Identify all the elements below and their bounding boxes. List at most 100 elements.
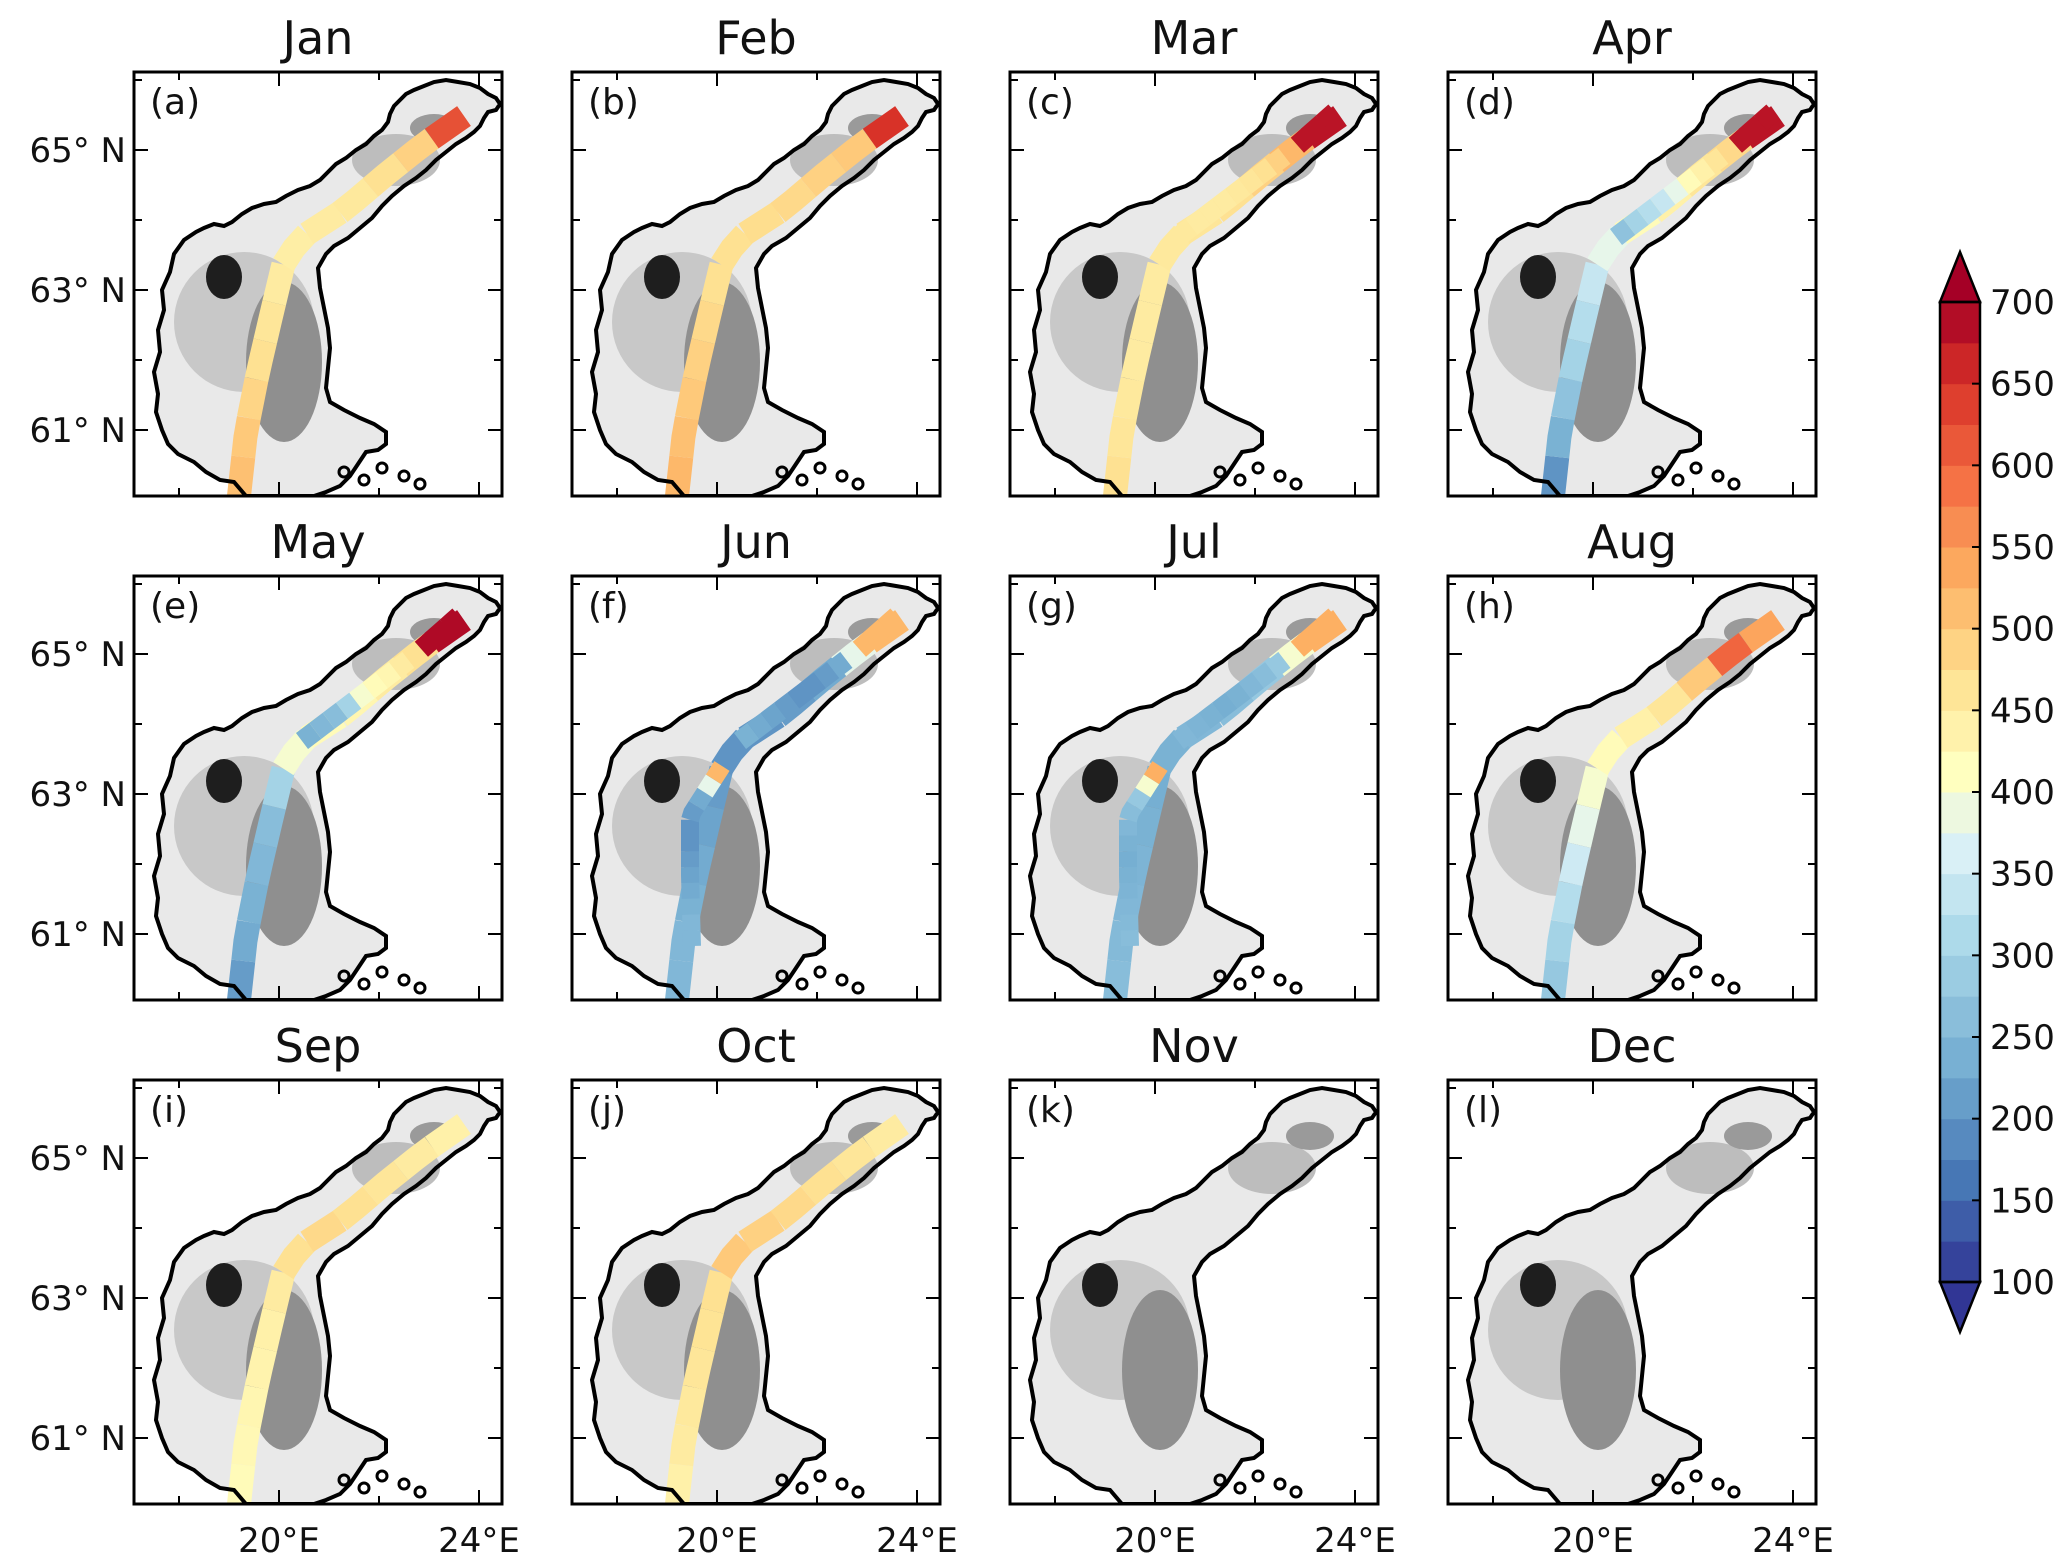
track-segment — [1551, 377, 1583, 421]
island — [1711, 1477, 1725, 1491]
island — [1273, 1477, 1287, 1491]
colorbar-tick-label: 400 — [1990, 773, 2055, 813]
colorbar-band — [1940, 465, 1980, 507]
track-segment — [262, 1269, 296, 1314]
colorbar-tick-label: 450 — [1990, 691, 2055, 731]
bathymetry-north — [1228, 1142, 1316, 1194]
track-segment — [231, 919, 261, 963]
track-segment — [1238, 168, 1265, 195]
track-segment — [402, 641, 428, 668]
panel-frame — [1008, 574, 1380, 1002]
colorbar-tick-label: 550 — [1990, 528, 2055, 568]
island — [1689, 1469, 1703, 1483]
track-segment — [1126, 787, 1151, 811]
track-segment — [1636, 198, 1663, 225]
panel-title: Sep — [275, 1019, 362, 1073]
bathymetry-deepest — [644, 759, 680, 803]
track-segment — [711, 729, 754, 776]
track-segment — [770, 1186, 817, 1230]
colorbar-band — [1940, 832, 1980, 875]
island — [1213, 1473, 1227, 1487]
track-segment — [1614, 706, 1661, 748]
y-tick-label: 61° N — [29, 1419, 126, 1459]
track-segment — [1567, 300, 1600, 344]
colorbar-band — [1940, 751, 1980, 793]
track-segment — [827, 651, 853, 678]
track-segment — [1728, 126, 1755, 153]
island — [1233, 1481, 1247, 1495]
bathymetry-deepest — [1520, 759, 1556, 803]
track-segment — [231, 415, 261, 459]
track-segment — [332, 178, 379, 222]
track-segment — [711, 225, 754, 272]
track-segment — [1663, 178, 1689, 205]
panel-title: Jan — [280, 11, 354, 65]
map-panel-jul: Jul (g) — [1008, 515, 1380, 1002]
map-panel-apr: Apr (d) — [1446, 11, 1818, 498]
track-segment — [691, 1308, 724, 1352]
track-segment — [1135, 774, 1160, 798]
island — [1289, 981, 1303, 995]
track-segment — [1211, 188, 1238, 215]
bathymetry-north-deep — [1724, 1122, 1772, 1150]
track-segment — [1676, 657, 1723, 701]
map-panel-oct: Oct (j) 20°E 24°E — [570, 1019, 958, 1561]
track-segment — [669, 415, 699, 459]
bathymetry-deepest — [1082, 759, 1118, 803]
track-segment — [760, 702, 787, 729]
track-segment — [393, 128, 439, 172]
track-segment — [1703, 147, 1729, 174]
track-segment — [1251, 662, 1278, 689]
colorbar-band — [1940, 1037, 1980, 1079]
track-segment — [738, 1210, 785, 1252]
track-segment — [389, 651, 415, 678]
track-segment — [1143, 761, 1168, 785]
island — [813, 965, 827, 979]
track-segment — [691, 300, 724, 344]
track-segment — [831, 128, 877, 172]
track-segment — [424, 1114, 471, 1157]
panel-label: (c) — [1026, 82, 1074, 123]
island — [1289, 477, 1303, 491]
island — [1711, 973, 1725, 987]
island — [375, 1469, 389, 1483]
panel-title: Jul — [1163, 515, 1222, 569]
track-segment — [273, 729, 316, 776]
panel-frame — [1008, 70, 1380, 498]
map-panel-jun: Jun (f) — [570, 515, 942, 1002]
track-segment — [1303, 619, 1330, 646]
island — [1671, 473, 1685, 487]
track-segment — [1290, 630, 1317, 657]
island — [1273, 469, 1287, 483]
colorbar-tick-label: 150 — [1990, 1181, 2055, 1221]
track-segment — [1649, 188, 1676, 215]
x-tick-label: 20°E — [1552, 1521, 1634, 1561]
colorbar-tick-label: 500 — [1990, 610, 2055, 650]
track-segment — [688, 787, 713, 811]
island — [795, 977, 809, 991]
track-segment — [1278, 641, 1304, 668]
panel-frame — [132, 574, 504, 1002]
x-tick-label: 20°E — [676, 1521, 758, 1561]
map-panel-nov: Nov (k) 20°E 24°E — [1008, 1019, 1396, 1561]
track-segment — [1120, 338, 1153, 383]
colorbar-band — [1940, 587, 1980, 630]
bathymetry-deepest — [644, 1263, 680, 1307]
island — [1727, 1485, 1741, 1499]
track-segment — [362, 153, 409, 197]
track-segment — [700, 261, 734, 306]
track-segment — [747, 712, 773, 739]
island — [413, 477, 427, 491]
island — [1689, 965, 1703, 979]
track-segment — [770, 178, 817, 222]
panel-title: Jun — [717, 515, 792, 569]
y-tick-label: 65° N — [29, 635, 126, 675]
island — [1251, 461, 1265, 475]
track-segment — [253, 300, 286, 344]
track-segment — [1707, 632, 1753, 676]
y-tick-label: 63° N — [29, 271, 126, 311]
colorbar-tick-label: 600 — [1990, 446, 2055, 486]
island — [1273, 973, 1287, 987]
track-segment — [1265, 651, 1291, 678]
track-segment — [675, 1385, 707, 1429]
